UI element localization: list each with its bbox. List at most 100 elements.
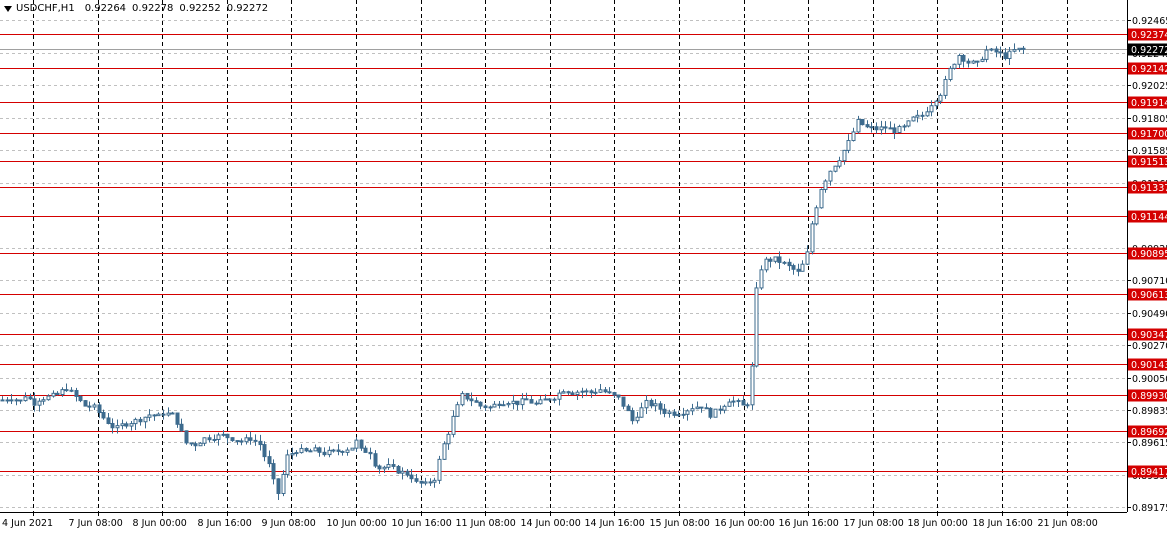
candle-body [202, 437, 207, 444]
level-label-box [1128, 181, 1167, 194]
candle-body [175, 412, 180, 425]
candle-body [327, 449, 332, 456]
candle-body [37, 400, 42, 406]
candle-body [782, 261, 787, 264]
candle-body [529, 399, 534, 404]
candle-body [731, 400, 736, 403]
candle-body [331, 449, 336, 452]
candle-body [984, 49, 989, 60]
candle-body [616, 394, 621, 398]
candle-body [796, 268, 801, 272]
candle-body [800, 263, 805, 272]
candle-body [1012, 49, 1017, 52]
candle-body [115, 425, 120, 429]
candle-body [317, 447, 322, 453]
candle-body [915, 114, 920, 118]
y-tick-label: 0.89175 [1132, 503, 1167, 514]
candle-body [938, 94, 943, 102]
x-tick-label: 11 Jun 08:00 [456, 518, 516, 529]
candle-body [290, 453, 295, 456]
candle-body [584, 390, 589, 393]
candle-body [345, 449, 350, 453]
candle-body [511, 400, 516, 405]
candle-body [409, 474, 414, 480]
candle-body [152, 414, 157, 417]
candle-body [754, 287, 759, 367]
candle-body [690, 408, 695, 412]
candle-body [23, 396, 28, 402]
x-tick-label: 16 Jun 00:00 [715, 518, 775, 529]
candle-body [377, 465, 382, 470]
candle-body [961, 54, 966, 62]
candle-body [189, 442, 194, 445]
candle-body [5, 399, 10, 402]
candle-body [166, 412, 171, 416]
candle-body [235, 440, 240, 443]
candle-body [442, 443, 447, 460]
x-tick-label: 7 Jun 08:00 [69, 518, 123, 529]
candle-body [179, 423, 184, 432]
x-tick-label: 14 Jun 00:00 [521, 518, 581, 529]
candle-body [64, 389, 69, 392]
level-label: 0.90143 [1131, 360, 1167, 371]
candle-body [704, 407, 709, 410]
candle-body [474, 400, 479, 403]
candle-body [557, 392, 562, 400]
session-separators [33, 0, 1068, 512]
x-tick-label: 17 Jun 08:00 [844, 518, 904, 529]
candle-body [515, 400, 520, 406]
candle-body [713, 408, 718, 418]
candle-body [225, 433, 230, 439]
candle-body [216, 434, 221, 440]
candle-body [46, 395, 51, 401]
candle-body [708, 407, 713, 418]
candle-body [635, 416, 640, 422]
candle-body [842, 149, 847, 162]
candle-body [630, 410, 635, 422]
candle-body [1021, 47, 1026, 50]
candle-body [570, 392, 575, 396]
candle-body [451, 415, 456, 435]
candle-body [810, 223, 815, 253]
candle-body [446, 433, 451, 445]
candle-body [1003, 52, 1008, 60]
candle-body [281, 473, 286, 495]
candle-body [147, 414, 152, 418]
level-label-box [1128, 247, 1167, 260]
candle-body [837, 160, 842, 167]
candle-body [359, 439, 364, 449]
dropdown-triangle-icon[interactable] [4, 5, 12, 12]
candle-body [32, 398, 37, 406]
candle-body [860, 118, 865, 126]
level-label-box [1128, 62, 1167, 75]
candle-body [750, 365, 755, 406]
candle-body [695, 406, 700, 410]
candle-body [262, 444, 267, 458]
candle-body [980, 58, 985, 62]
level-label-box [1128, 127, 1167, 140]
candle-body [948, 67, 953, 81]
candle-body [221, 433, 226, 436]
candle-body [143, 416, 148, 423]
candle-body [501, 404, 506, 407]
x-tick-label: 18 Jun 16:00 [973, 518, 1033, 529]
candle-body [106, 417, 111, 424]
candle-body [110, 422, 115, 429]
candle-body [598, 389, 603, 393]
candle-body [267, 456, 272, 465]
candle-body [138, 418, 143, 423]
x-tick-label: 4 Jun 2021 [2, 518, 53, 529]
candle-body [566, 391, 571, 394]
candle-body [745, 404, 750, 407]
candle-body [952, 63, 957, 69]
candle-body [60, 389, 65, 395]
candle-body [124, 423, 129, 427]
candle-body [929, 105, 934, 113]
candle-body [667, 411, 672, 414]
candle-body [455, 404, 460, 417]
x-tick-label: 8 Jun 00:00 [133, 518, 187, 529]
candle-body [87, 405, 92, 408]
candle-body [184, 430, 189, 444]
candle-body [520, 398, 525, 406]
candle-body [957, 54, 962, 65]
